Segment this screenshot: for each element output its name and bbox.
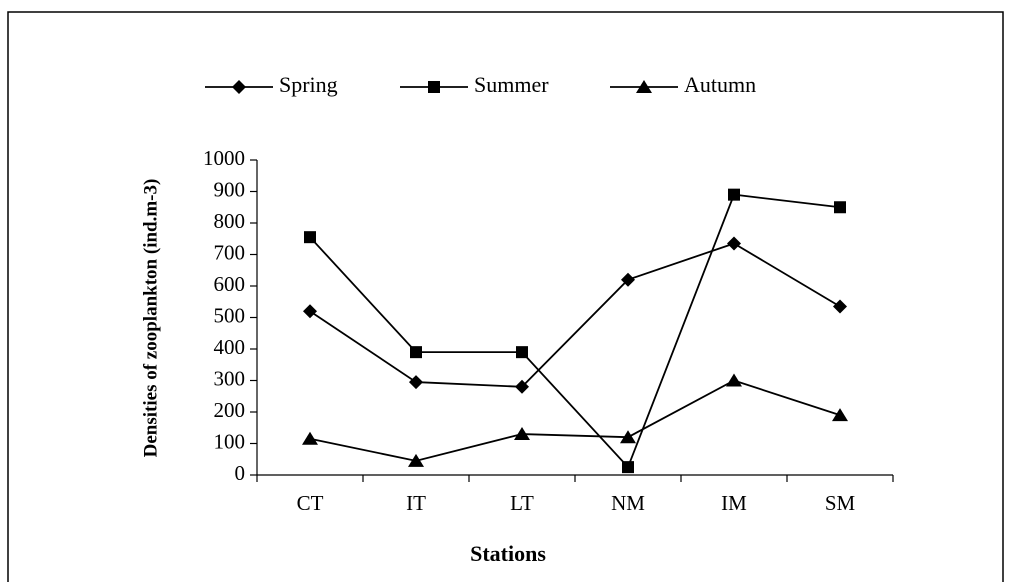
marker	[410, 346, 422, 359]
y-tick-label: 1000	[203, 146, 245, 170]
y-tick-label: 800	[214, 209, 246, 233]
y-tick-label: 500	[214, 303, 246, 327]
marker	[726, 373, 742, 387]
legend-marker	[232, 80, 246, 94]
marker	[728, 188, 740, 201]
y-tick-label: 0	[235, 461, 246, 485]
marker	[303, 304, 317, 319]
y-axis-label: Densities of zooplankton (ind.m-3)	[140, 179, 161, 458]
marker	[833, 299, 847, 314]
y-tick-label: 100	[214, 429, 246, 453]
marker	[408, 453, 424, 467]
marker	[622, 461, 634, 474]
chart-border	[7, 11, 1004, 582]
legend-label: Spring	[279, 72, 338, 97]
marker	[514, 427, 530, 441]
series-line	[309, 379, 841, 462]
x-axis-label: Stations	[470, 541, 546, 566]
x-tick-label: NM	[611, 491, 645, 515]
marker	[302, 431, 318, 445]
legend-label: Summer	[474, 72, 549, 97]
series-line	[309, 242, 841, 388]
legend-marker	[636, 80, 652, 93]
marker	[409, 375, 423, 390]
y-tick-label: 600	[214, 272, 246, 296]
y-tick-label: 400	[214, 335, 246, 359]
y-tick-label: 700	[214, 240, 246, 264]
legend-marker	[428, 81, 440, 93]
y-tick-label: 200	[214, 398, 246, 422]
x-tick-label: IT	[406, 491, 426, 515]
series-line	[309, 193, 841, 469]
marker	[304, 231, 316, 244]
marker	[834, 201, 846, 214]
marker	[621, 272, 635, 287]
marker	[832, 408, 848, 422]
marker	[516, 346, 528, 359]
marker	[727, 236, 741, 251]
x-tick-label: SM	[825, 491, 856, 515]
x-tick-label: CT	[297, 491, 324, 515]
legend-label: Autumn	[684, 72, 756, 97]
marker	[620, 430, 636, 444]
y-tick-label: 900	[214, 177, 246, 201]
marker	[515, 379, 529, 394]
x-tick-label: IM	[721, 491, 747, 515]
y-tick-label: 300	[214, 366, 246, 390]
x-tick-label: LT	[510, 491, 534, 515]
